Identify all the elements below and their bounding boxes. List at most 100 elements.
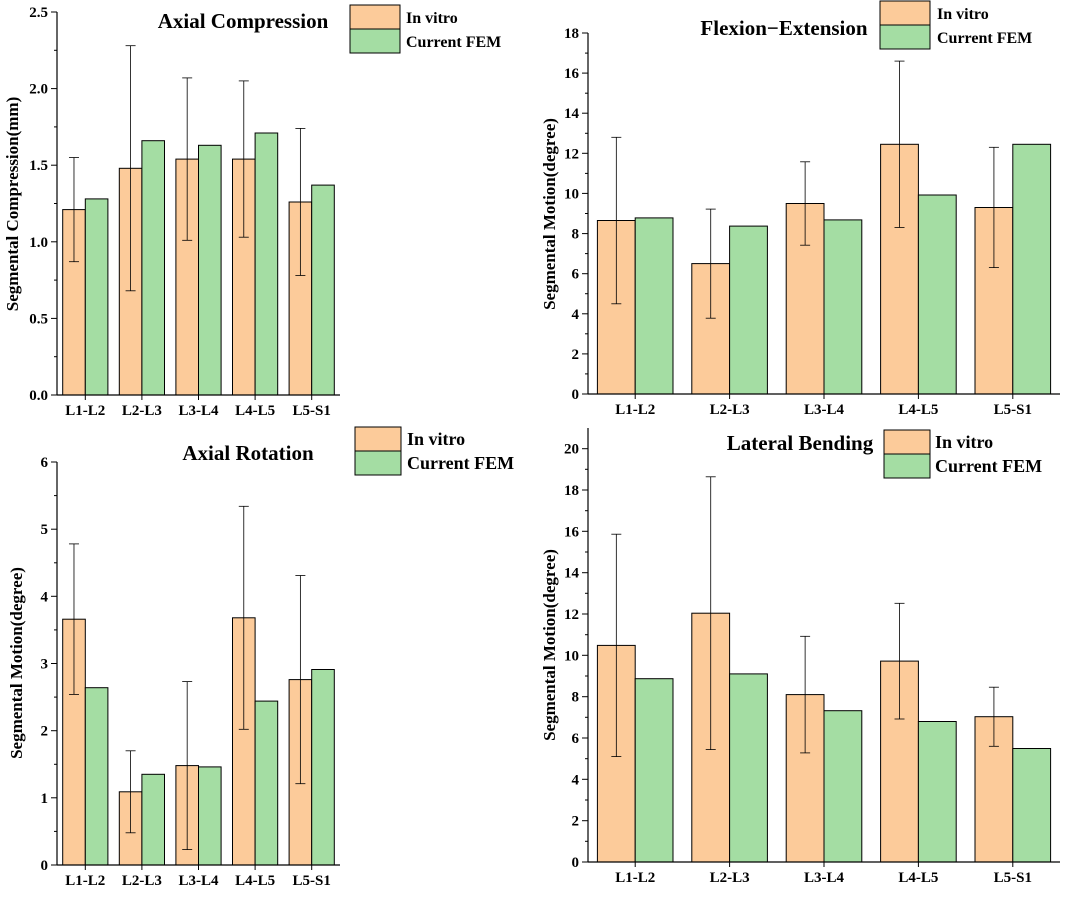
bar-current-fem	[917, 721, 957, 863]
legend-swatch-in-vitro	[883, 429, 931, 455]
legend-label-current-fem: Current FEM	[935, 456, 1042, 476]
y-tick-label: 0	[572, 387, 580, 403]
y-axis-label: Segmental Compression(mm)	[3, 97, 22, 312]
y-tick-label: 6	[41, 455, 49, 471]
y-tick-label: 6	[572, 267, 580, 283]
x-tick-label: L1-L2	[65, 873, 105, 889]
y-tick-label: 4	[572, 307, 580, 323]
y-tick-label: 8	[572, 227, 580, 243]
bar-current-fem	[634, 217, 674, 395]
x-tick-label: L4-L5	[898, 870, 938, 886]
legend: In vitro Current FEM	[879, 0, 1032, 50]
y-tick-label: 1	[41, 791, 49, 807]
legend-swatch-current-fem	[354, 450, 402, 476]
chart-panel-2: L1-L2 L2-L3 L3-L4 L4-L5 L5-S1 0 2 4 6 8 10 12 14 16 18…	[540, 0, 1060, 418]
legend-label-current-fem: Current FEM	[406, 34, 501, 51]
y-tick-label: 0	[572, 855, 580, 871]
x-tick-label: L5-S1	[293, 403, 331, 419]
x-tick-label: L2-L3	[122, 873, 162, 889]
legend-swatch-current-fem	[883, 453, 931, 479]
bar-current-fem	[254, 700, 279, 866]
bar-current-fem	[729, 673, 768, 863]
legend-swatch-current-fem	[879, 24, 931, 50]
x-tick-label: L4-L5	[898, 402, 938, 418]
y-tick-label: 4	[41, 589, 49, 605]
x-tick-label: L5-S1	[994, 402, 1032, 418]
bar-current-fem	[198, 766, 222, 866]
y-tick-label: 14	[564, 566, 580, 582]
legend-swatch-in-vitro	[354, 426, 402, 452]
y-axis-label: Segmental Motion(degree)	[540, 549, 559, 741]
x-tick-label: L3-L4	[804, 870, 845, 886]
chart-title: Axial Compression	[158, 9, 329, 33]
x-tick-label: L2-L3	[710, 402, 750, 418]
y-tick-label: 18	[564, 26, 579, 42]
legend-label-current-fem: Current FEM	[937, 30, 1032, 47]
chart-panel-4: L1-L2 L2-L3 L3-L4 L4-L5 L5-S1 0 2 4 6 8 10 12 14 16 18…	[540, 428, 1060, 886]
y-tick-label: 1.5	[29, 158, 48, 174]
x-tick-label: L3-L4	[804, 402, 845, 418]
x-tick-label: L3-L4	[178, 873, 219, 889]
y-tick-label: 16	[564, 66, 580, 82]
bar-current-fem	[634, 678, 674, 863]
chart-title: Flexion−Extension	[700, 16, 867, 40]
y-tick-label: 4	[572, 772, 580, 788]
y-tick-label: 2.5	[29, 5, 48, 21]
x-tick-label: L5-S1	[994, 870, 1032, 886]
x-tick-label: L3-L4	[178, 403, 219, 419]
y-axis-label: Segmental Motion(degree)	[7, 567, 26, 759]
bar-current-fem	[198, 144, 222, 396]
y-tick-label: 10	[564, 648, 579, 664]
y-tick-label: 1.0	[29, 235, 48, 251]
bar-current-fem	[141, 140, 165, 396]
x-tick-label: L5-S1	[293, 873, 331, 889]
chart-panel-3: L1-L2 L2-L3 L3-L4 L4-L5 L5-S1 0 1 2 3 4 5 6 Segmenta…	[7, 426, 514, 889]
bar-current-fem	[254, 132, 279, 396]
y-tick-label: 12	[564, 607, 579, 623]
bar-current-fem	[311, 184, 335, 396]
x-tick-label: L4-L5	[235, 403, 275, 419]
legend-label-current-fem: Current FEM	[407, 453, 514, 473]
x-tick-label: L2-L3	[122, 403, 162, 419]
legend: In vitro Current FEM	[349, 4, 501, 54]
bar-current-fem	[1012, 748, 1052, 863]
bar-current-fem	[823, 219, 863, 395]
bar-current-fem	[823, 710, 863, 863]
bar-current-fem	[84, 687, 109, 866]
x-tick-label: L2-L3	[710, 870, 750, 886]
y-tick-label: 3	[41, 657, 49, 673]
chart-panel-1: L1-L2 L2-L3 L3-L4 L4-L5 L5-S1 0.0 0.5 1.0 1.5 2.0…	[3, 4, 501, 419]
legend-swatch-current-fem	[349, 28, 401, 54]
y-tick-label: 20	[564, 442, 579, 458]
y-tick-label: 2.0	[29, 82, 48, 98]
y-tick-label: 10	[564, 186, 579, 202]
y-tick-label: 2	[572, 347, 580, 363]
bar-current-fem	[311, 669, 335, 866]
y-tick-label: 0.0	[29, 388, 48, 404]
legend-label-in-vitro: In vitro	[407, 429, 465, 449]
bar-current-fem	[917, 194, 957, 395]
y-tick-label: 0.5	[29, 311, 48, 327]
y-tick-label: 8	[572, 690, 580, 706]
y-tick-label: 12	[564, 146, 579, 162]
y-tick-label: 16	[564, 524, 580, 540]
legend: In vitro Current FEM	[354, 426, 514, 476]
bar-current-fem	[84, 198, 109, 396]
legend-label-in-vitro: In vitro	[937, 6, 989, 23]
y-tick-label: 5	[41, 522, 49, 538]
legend-label-in-vitro: In vitro	[935, 432, 993, 452]
x-tick-label: L1-L2	[615, 402, 655, 418]
legend-swatch-in-vitro	[879, 0, 931, 26]
legend-label-in-vitro: In vitro	[406, 10, 458, 27]
y-tick-label: 18	[564, 483, 579, 499]
y-tick-label: 0	[41, 858, 49, 874]
y-tick-label: 2	[41, 724, 49, 740]
legend-swatch-in-vitro	[349, 4, 401, 30]
chart-title: Axial Rotation	[182, 441, 314, 465]
x-tick-label: L1-L2	[65, 403, 105, 419]
y-tick-label: 6	[572, 731, 580, 747]
bar-current-fem	[1012, 143, 1052, 395]
bar-current-fem	[141, 773, 165, 866]
